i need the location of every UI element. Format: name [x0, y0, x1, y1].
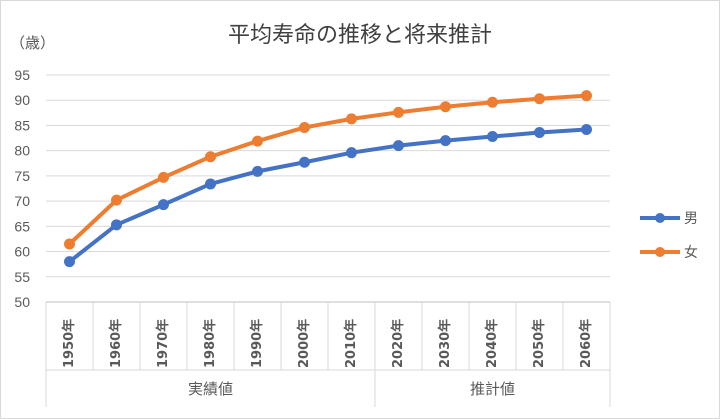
- data-point: [440, 135, 451, 147]
- x-tick-label: 2000年: [296, 319, 312, 368]
- y-tick-label: 75: [14, 168, 30, 184]
- legend-label: 男: [684, 211, 698, 227]
- legend-label: 女: [684, 244, 698, 261]
- x-axis: 1950年 1960年 1970年 1980年 1990年 2000年 2010年 2020年…: [45, 302, 611, 407]
- x-tick-label: 1950年: [61, 319, 77, 368]
- data-point: [252, 135, 263, 147]
- y-tick-label: 85: [14, 117, 30, 133]
- data-point: [581, 123, 592, 135]
- y-axis-unit-label: （歳）: [10, 34, 55, 52]
- data-point: [158, 171, 169, 183]
- data-point: [111, 194, 122, 206]
- data-point: [487, 96, 498, 108]
- chart-title: 平均寿命の推移と将来推計: [228, 23, 492, 48]
- x-tick-label: 1960年: [108, 319, 124, 368]
- data-point: [205, 151, 216, 163]
- y-tick-label: 80: [14, 143, 30, 159]
- series-line: [67, 93, 589, 246]
- x-tick-label: 2060年: [578, 319, 594, 368]
- data-point: [299, 121, 310, 133]
- category-group-label: 実績値: [188, 380, 233, 398]
- data-point: [346, 147, 357, 159]
- data-point: [252, 165, 263, 177]
- series-layer: [64, 90, 592, 268]
- data-point: [393, 106, 404, 118]
- data-point: [111, 219, 122, 231]
- y-tick-label: 55: [14, 269, 30, 285]
- legend-swatch-marker: [655, 247, 665, 257]
- data-point: [534, 127, 545, 139]
- y-axis-ticks: 50 55 60 65 70 75 80 85 90 95: [14, 67, 30, 310]
- x-tick-label: 2050年: [531, 319, 547, 368]
- y-tick-label: 70: [14, 193, 30, 209]
- gridlines: [46, 74, 610, 303]
- x-tick-label: 2010年: [343, 319, 359, 368]
- legend-swatch-marker: [655, 213, 665, 223]
- data-point: [534, 93, 545, 105]
- x-tick-label: 2040年: [484, 319, 500, 368]
- data-point: [299, 156, 310, 168]
- data-point: [64, 256, 75, 268]
- data-point: [346, 113, 357, 125]
- series-line: [67, 127, 589, 264]
- x-tick-label: 2030年: [437, 319, 453, 368]
- x-tick-label: 1990年: [249, 319, 265, 368]
- y-tick-label: 65: [14, 218, 30, 234]
- data-point: [158, 199, 169, 211]
- x-tick-label: 1980年: [202, 319, 218, 368]
- y-tick-label: 50: [14, 294, 30, 310]
- data-point: [393, 140, 404, 152]
- x-tick-label: 1970年: [155, 319, 171, 368]
- y-tick-label: 95: [14, 67, 30, 83]
- y-tick-label: 60: [14, 244, 30, 260]
- y-tick-label: 90: [14, 92, 30, 108]
- x-tick-label: 2020年: [390, 319, 406, 368]
- data-point: [205, 178, 216, 190]
- data-point: [440, 101, 451, 113]
- data-point: [581, 90, 592, 102]
- data-point: [64, 238, 75, 250]
- legend: 男女: [640, 211, 698, 261]
- category-group-label: 推計値: [470, 380, 515, 398]
- data-point: [487, 131, 498, 143]
